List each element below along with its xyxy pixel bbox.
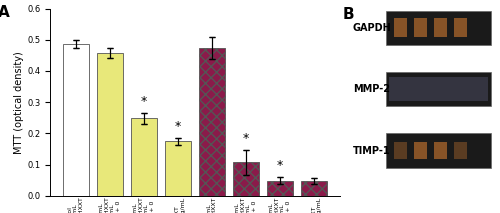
Y-axis label: MTT (optical density): MTT (optical density) — [14, 51, 24, 154]
FancyBboxPatch shape — [394, 142, 406, 159]
Bar — [302, 181, 327, 196]
Bar — [131, 118, 156, 196]
Text: MMP-2: MMP-2 — [353, 84, 390, 94]
Text: *: * — [277, 159, 283, 172]
Text: TIMP-1: TIMP-1 — [353, 146, 391, 155]
FancyBboxPatch shape — [454, 142, 468, 159]
Text: *: * — [243, 132, 249, 145]
FancyBboxPatch shape — [386, 72, 490, 106]
Bar — [63, 44, 88, 196]
FancyBboxPatch shape — [386, 11, 490, 45]
FancyBboxPatch shape — [454, 18, 468, 37]
Bar — [234, 162, 259, 196]
FancyBboxPatch shape — [434, 18, 447, 37]
Text: *: * — [141, 95, 147, 108]
Text: GAPDH: GAPDH — [353, 23, 392, 33]
FancyBboxPatch shape — [414, 18, 427, 37]
FancyBboxPatch shape — [434, 142, 447, 159]
Text: *: * — [175, 120, 181, 133]
FancyBboxPatch shape — [414, 142, 427, 159]
FancyBboxPatch shape — [389, 77, 488, 101]
Text: A: A — [0, 5, 10, 20]
FancyBboxPatch shape — [394, 18, 406, 37]
Text: B: B — [343, 7, 354, 22]
FancyBboxPatch shape — [386, 133, 490, 168]
Bar — [268, 181, 293, 196]
Bar — [200, 48, 225, 196]
Bar — [97, 53, 122, 196]
Bar — [165, 141, 190, 196]
